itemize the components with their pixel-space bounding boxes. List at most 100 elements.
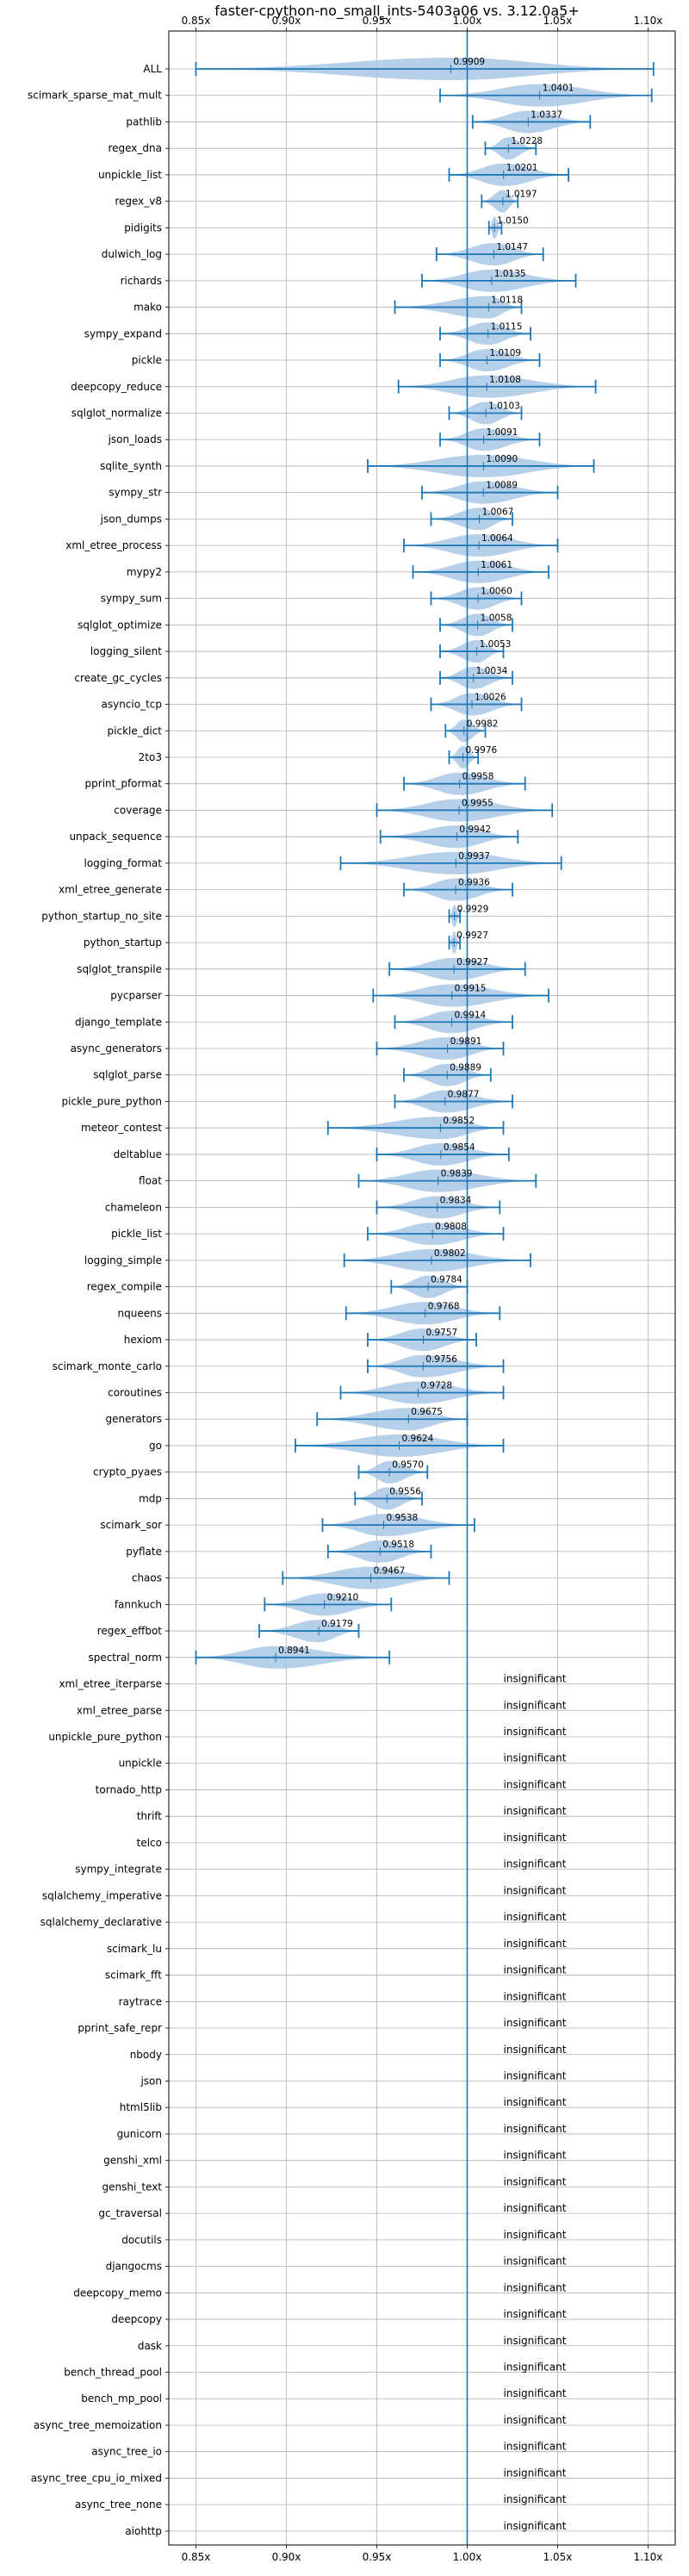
mean-value-label: 0.9937 bbox=[458, 851, 490, 862]
benchmark-name-label: meteor_contest bbox=[81, 1122, 162, 1134]
insignificant-label: insignificant bbox=[504, 1778, 567, 1790]
insignificant-label: insignificant bbox=[504, 2467, 567, 2479]
benchmark-name-label: crypto_pyaes bbox=[93, 1466, 162, 1478]
benchmark-name-label: 2to3 bbox=[139, 751, 162, 763]
mean-value-label: 0.9467 bbox=[374, 1566, 406, 1577]
benchmark-name-label: pycparser bbox=[110, 990, 162, 1002]
mean-value-label: 1.0197 bbox=[506, 190, 537, 200]
insignificant-label: insignificant bbox=[504, 1938, 567, 1950]
mean-value-label: 0.9936 bbox=[458, 878, 490, 888]
mean-value-label: 1.0091 bbox=[487, 427, 518, 438]
mean-value-label: 1.0135 bbox=[494, 269, 526, 279]
benchmark-name-label: deepcopy_memo bbox=[73, 2287, 162, 2299]
mean-value-label: 0.9756 bbox=[425, 1354, 457, 1365]
benchmark-name-label: coverage bbox=[114, 804, 162, 816]
mean-value-label: 0.9914 bbox=[454, 1010, 486, 1020]
mean-value-label: 1.0090 bbox=[486, 454, 518, 464]
mean-value-label: 0.9518 bbox=[382, 1540, 414, 1550]
benchmark-name-label: aiohttp bbox=[125, 2525, 162, 2537]
benchmark-name-label: genshi_xml bbox=[103, 2155, 162, 2167]
insignificant-label: insignificant bbox=[504, 2493, 567, 2505]
benchmark-name-label: unpack_sequence bbox=[69, 831, 162, 843]
insignificant-label: insignificant bbox=[504, 1673, 567, 1685]
x-tick-label-bottom: 0.90x bbox=[272, 2551, 301, 2563]
mean-value-label: 0.9538 bbox=[386, 1513, 418, 1523]
insignificant-label: insignificant bbox=[504, 1832, 567, 1844]
x-tick-label-bottom: 1.05x bbox=[543, 2551, 573, 2563]
benchmark-name-label: pprint_safe_repr bbox=[78, 2022, 162, 2034]
benchmark-name-label: float bbox=[139, 1175, 162, 1187]
insignificant-label: insignificant bbox=[504, 2069, 567, 2081]
benchmark-name-label: deepcopy_reduce bbox=[71, 381, 162, 393]
benchmark-name-label: generators bbox=[105, 1413, 162, 1425]
benchmark-name-label: xml_etree_process bbox=[65, 539, 162, 551]
benchmark-name-label: json_dumps bbox=[100, 513, 162, 525]
benchmark-name-label: spectral_norm bbox=[88, 1652, 162, 1664]
benchmark-name-label: gunicorn bbox=[117, 2128, 162, 2140]
mean-value-label: 1.0053 bbox=[480, 639, 512, 650]
benchmark-name-label: genshi_text bbox=[102, 2181, 163, 2193]
whiskers bbox=[195, 31, 655, 2545]
benchmark-name-label: sqlalchemy_declarative bbox=[40, 1916, 162, 1928]
benchmark-name-label: scimark_fft bbox=[105, 1969, 162, 1982]
benchmark-name-label: fannkuch bbox=[115, 1598, 162, 1610]
benchmark-name-label: go bbox=[149, 1440, 162, 1452]
benchmark-name-label: xml_etree_iterparse bbox=[59, 1678, 162, 1690]
mean-value-label: 0.9834 bbox=[440, 1195, 472, 1205]
benchmark-name-label: sympy_integrate bbox=[75, 1864, 162, 1876]
benchmark-name-label: async_tree_memoization bbox=[34, 2419, 162, 2431]
mean-value-label: 1.0147 bbox=[496, 242, 528, 252]
benchmark-name-label: djangocms bbox=[106, 2261, 162, 2273]
benchmark-name-label: asyncio_tcp bbox=[101, 699, 162, 711]
benchmark-name-label: regex_effbot bbox=[97, 1625, 163, 1637]
benchmark-name-label: pickle_dict bbox=[108, 725, 163, 737]
insignificant-label: insignificant bbox=[504, 1858, 567, 1870]
benchmark-name-label: async_generators bbox=[71, 1042, 162, 1055]
mean-value-label: 0.9927 bbox=[456, 957, 488, 968]
mean-value-label: 1.0228 bbox=[511, 136, 543, 146]
mean-value-label: 0.9976 bbox=[465, 745, 497, 756]
mean-value-label: 0.9958 bbox=[462, 772, 494, 782]
mean-value-label: 1.0150 bbox=[497, 215, 529, 226]
benchmark-name-label: pidigits bbox=[124, 221, 162, 233]
mean-value-label: 0.9556 bbox=[389, 1486, 421, 1496]
insignificant-label: insignificant bbox=[504, 1884, 567, 1896]
mean-value-label: 0.9802 bbox=[434, 1248, 466, 1259]
x-tick-label-top: 0.95x bbox=[363, 15, 392, 27]
mean-value-label: 1.0337 bbox=[531, 109, 562, 120]
x-tick-label-bottom: 0.95x bbox=[363, 2551, 392, 2563]
x-tick-label-top: 1.10x bbox=[634, 15, 663, 27]
mean-value-label: 1.0061 bbox=[481, 560, 512, 570]
insignificant-label: insignificant bbox=[504, 1752, 567, 1764]
insignificant-label: insignificant bbox=[504, 2150, 567, 2162]
benchmark-name-label: pathlib bbox=[126, 115, 162, 128]
benchmark-name-label: docutils bbox=[121, 2234, 162, 2246]
mean-value-label: 0.9210 bbox=[327, 1592, 359, 1602]
mean-value-label: 0.9877 bbox=[448, 1089, 480, 1099]
insignificant-label: insignificant bbox=[504, 2335, 567, 2347]
insignificant-label: insignificant bbox=[504, 1699, 567, 1711]
benchmark-name-label: unpickle bbox=[119, 1758, 162, 1770]
x-tick-label-top: 1.00x bbox=[453, 15, 482, 27]
mean-value-label: 0.9942 bbox=[459, 824, 491, 835]
benchmark-name-label: sqlalchemy_imperative bbox=[42, 1889, 162, 1901]
mean-value-label: 1.0115 bbox=[491, 321, 523, 332]
benchmark-name-label: tornado_http bbox=[96, 1783, 162, 1795]
benchmark-name-label: mypy2 bbox=[127, 566, 162, 578]
insignificant-label: insignificant bbox=[504, 1911, 567, 1923]
mean-value-label: 0.9808 bbox=[435, 1222, 467, 1232]
insignificant-label: insignificant bbox=[504, 2520, 567, 2532]
mean-value-label: 0.9728 bbox=[420, 1381, 452, 1391]
mean-value-label: 1.0060 bbox=[481, 587, 512, 597]
mean-value-label: 1.0108 bbox=[489, 375, 521, 385]
benchmark-name-label: sympy_sum bbox=[101, 593, 162, 605]
mean-value-label: 0.9927 bbox=[456, 930, 488, 941]
benchmark-name-label: scimark_sor bbox=[100, 1519, 162, 1531]
benchmark-name-label: telco bbox=[137, 1837, 162, 1849]
benchmark-name-label: json bbox=[140, 2075, 162, 2087]
insignificant-label: insignificant bbox=[504, 1964, 567, 1976]
mean-value-label: 0.9955 bbox=[462, 798, 493, 808]
insignificant-label: insignificant bbox=[504, 2256, 567, 2268]
mean-value-label: 0.9854 bbox=[444, 1142, 475, 1153]
